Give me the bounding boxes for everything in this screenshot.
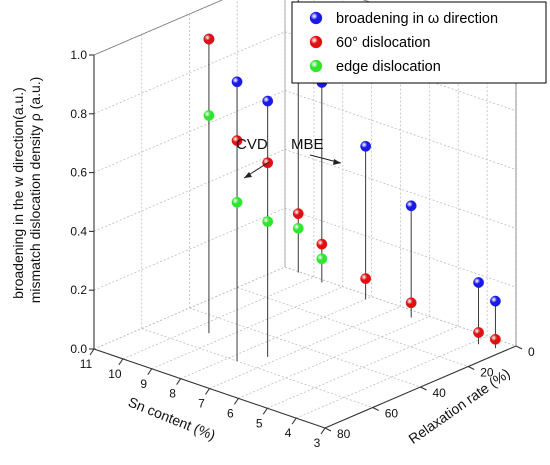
data-point	[203, 33, 215, 45]
legend-label: 60° dislocation	[336, 35, 430, 51]
x-tick	[320, 427, 326, 435]
grid-line-left-wall-z	[93, 31, 286, 115]
data-point	[360, 140, 372, 152]
data-point	[231, 135, 243, 146]
x-tick	[147, 368, 153, 376]
x-tick-label: 9	[140, 377, 147, 391]
data-point	[405, 200, 417, 212]
x-tick	[262, 407, 268, 415]
z-axis-label-line2: mismatch dislocation density ρ (a.u.)	[27, 77, 43, 304]
data-point	[316, 253, 328, 265]
data-point	[292, 208, 304, 220]
legend-marker	[309, 59, 323, 73]
z-axis-label-line1: broadening in the w direction(a.u.)	[10, 87, 26, 299]
y-tick-label: 40	[433, 386, 447, 400]
y-tick-label: 60	[385, 407, 399, 421]
x-tick-label: 5	[256, 416, 263, 430]
legend-label: edge dislocation	[336, 59, 441, 75]
data-point	[489, 295, 501, 307]
z-tick-label: 0.8	[70, 107, 87, 121]
z-tick-label: 0.2	[70, 283, 87, 297]
x-tick-label: 7	[198, 397, 205, 411]
y-tick	[468, 366, 475, 370]
x-tick	[176, 378, 182, 385]
x-tick	[89, 348, 95, 356]
grid-line-floor-sn	[151, 286, 343, 370]
y-tick-label: 0	[528, 345, 535, 359]
grid-line-floor-sn	[180, 296, 372, 379]
annotation-cvd: CVD	[236, 136, 268, 153]
grid-line-floor-sn	[93, 266, 286, 350]
x-tick-label: 10	[108, 367, 122, 381]
grid-line-back-wall-z	[284, 149, 517, 229]
frame-top-left	[93, 0, 224, 56]
y-tick	[515, 345, 523, 350]
grid-line-left-wall-z	[93, 149, 286, 232]
grid-line-back-wall-z	[284, 207, 517, 288]
y-tick-label: 20	[480, 366, 494, 380]
data-point	[231, 76, 243, 88]
data-point	[316, 238, 328, 250]
legend-box	[291, 1, 547, 84]
y-axis-label: Relaxation rate (%)	[405, 365, 512, 447]
annotation-cvd-arrowhead	[244, 172, 252, 178]
data-point	[360, 273, 372, 285]
x-tick-label: 8	[169, 387, 176, 401]
legend-marker	[309, 11, 323, 25]
x-tick-label: 11	[80, 357, 93, 371]
data-point	[231, 196, 243, 208]
point-layer	[203, 33, 501, 345]
legend-marker	[309, 35, 323, 49]
grid-line-back-wall-z	[284, 90, 517, 170]
grid-line-floor-sn	[295, 335, 488, 419]
grid-line-floor-depth	[284, 266, 517, 347]
x-tick	[291, 417, 297, 425]
grid-line-floor-depth	[141, 328, 373, 408]
grid-line-floor-depth	[237, 287, 469, 367]
grid-line-floor-depth	[189, 307, 421, 388]
data-point	[473, 327, 484, 338]
x-tick	[233, 398, 239, 405]
x-tick-label: 4	[285, 426, 292, 440]
x-tick	[118, 358, 124, 366]
data-point	[203, 110, 215, 121]
grid-line-left-wall-z	[93, 207, 286, 291]
x-tick-label: 6	[227, 406, 234, 420]
x-tick-label: 3	[314, 436, 321, 450]
data-point	[262, 216, 274, 227]
grid-line-left-wall-z	[93, 90, 286, 173]
grid-line-floor-sn	[122, 276, 315, 360]
z-tick-label: 1.0	[70, 48, 87, 62]
z-tick-label: 0.4	[70, 224, 87, 238]
y-tick	[372, 407, 379, 411]
data-point	[262, 95, 274, 107]
y-tick	[324, 427, 332, 432]
y-tick-label: 80	[337, 427, 351, 441]
data-point	[405, 297, 417, 309]
data-point	[489, 333, 501, 345]
grid-line-floor-sn	[267, 325, 459, 409]
annotation-mbe: MBE	[291, 136, 324, 153]
annotation-mbe-arrowhead	[333, 159, 341, 165]
grid-line-floor-sn	[238, 316, 430, 399]
data-point	[292, 222, 304, 234]
legend-label: broadening in ω direction	[336, 11, 498, 27]
legend: broadening in ω direction 60° dislocation…	[291, 1, 547, 84]
axis-layer: 0.0 0.2 0.4 0.6 0.8 1.0 11 10 9 8 7 6 5 4 3 0 20 40 60 80	[70, 0, 535, 450]
grid-line-floor-sn	[209, 306, 401, 389]
y-tick	[420, 386, 427, 391]
z-tick-label: 0.0	[70, 342, 87, 356]
z-tick-label: 0.6	[70, 166, 87, 180]
data-point	[473, 277, 484, 288]
x-tick	[205, 388, 210, 395]
